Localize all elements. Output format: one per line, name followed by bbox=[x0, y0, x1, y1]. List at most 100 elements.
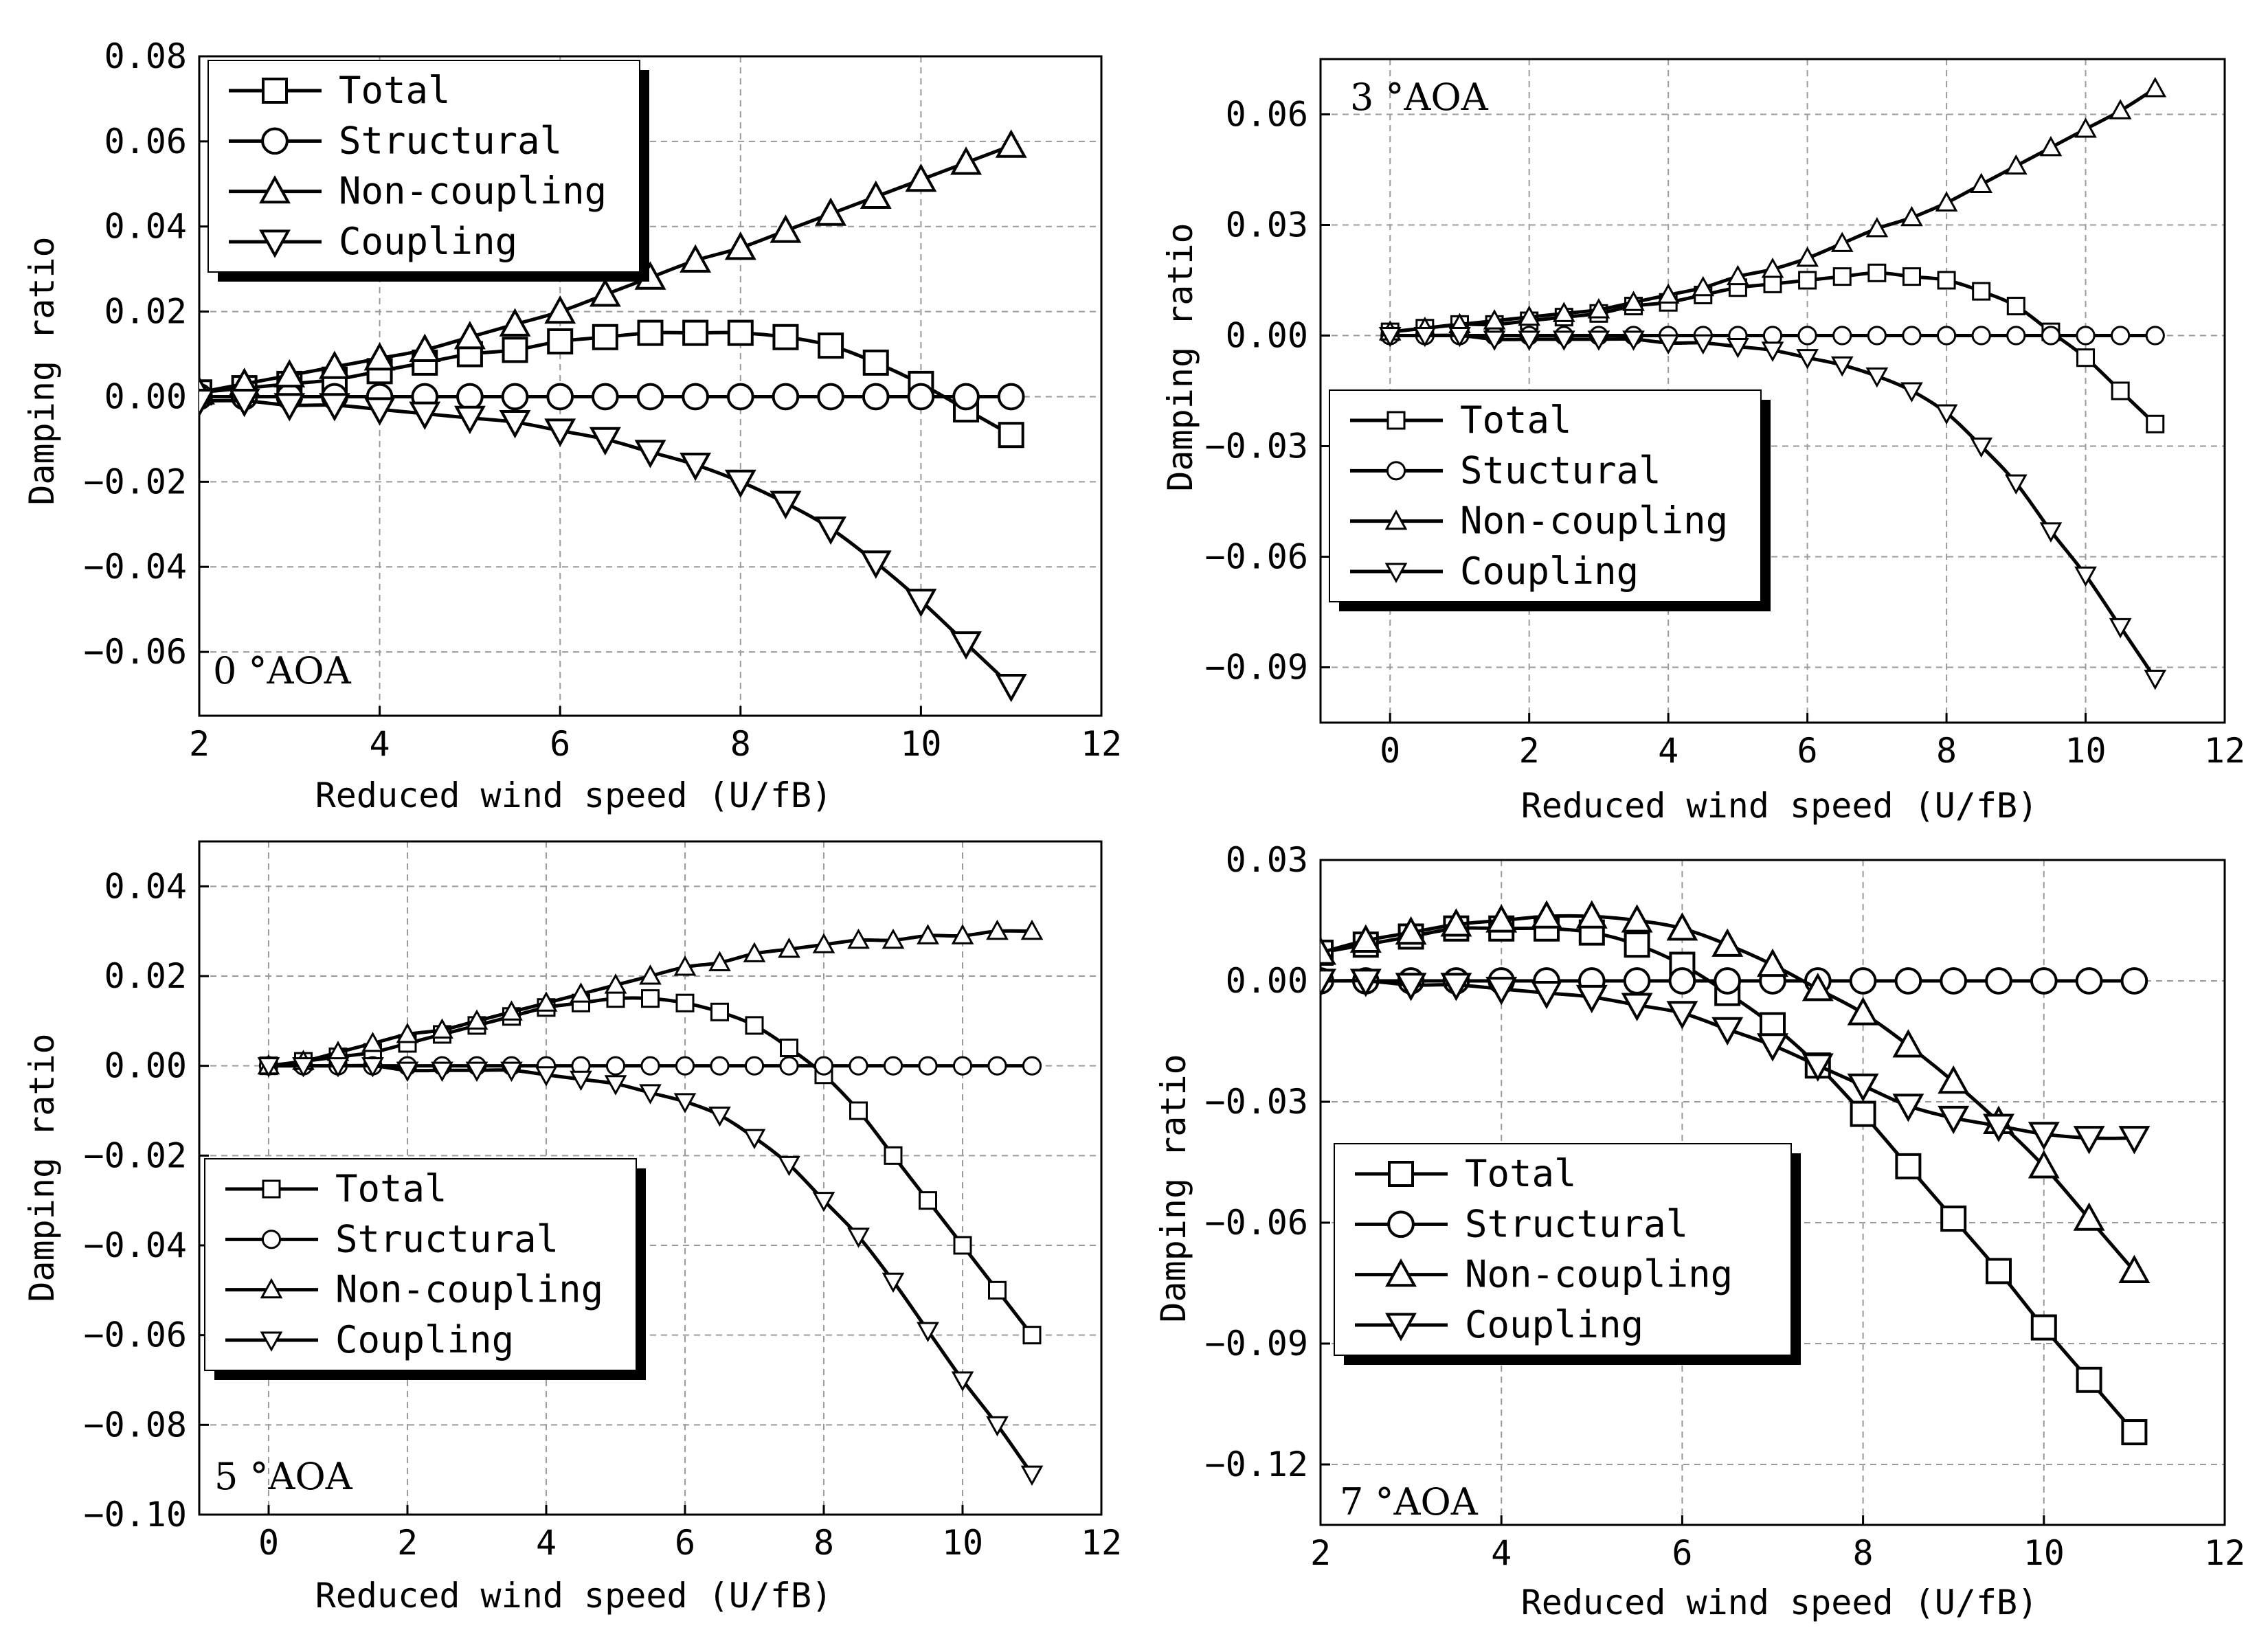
data-point-non-coupling bbox=[1692, 275, 1715, 297]
data-point-non-coupling bbox=[500, 1000, 523, 1021]
legend-marker bbox=[260, 1278, 283, 1299]
data-point-stuctural bbox=[2076, 326, 2096, 346]
legend: Total Structural Non-coupling Coupling bbox=[207, 60, 649, 282]
data-point-coupling bbox=[1900, 382, 1923, 403]
series-group bbox=[257, 919, 1044, 1486]
data-point-coupling bbox=[1692, 334, 1715, 355]
data-point-coupling bbox=[1622, 330, 1645, 351]
data-point-non-coupling bbox=[1801, 973, 1834, 1001]
panel-label: 7 °AOA bbox=[1340, 1480, 1479, 1524]
data-point-coupling bbox=[1865, 367, 1889, 388]
x-tick-label: 12 bbox=[2204, 731, 2245, 771]
legend: Total Structural Non-coupling Coupling bbox=[1334, 1143, 1801, 1365]
data-point-coupling bbox=[1448, 326, 1471, 348]
axes-frame bbox=[1319, 58, 2226, 724]
data-point-total bbox=[862, 349, 889, 376]
data-point-coupling bbox=[1711, 1017, 1744, 1046]
data-point-structural bbox=[710, 1056, 730, 1076]
y-tick-label: 0.00 bbox=[1226, 961, 1308, 1001]
x-tick-label: 2 bbox=[189, 724, 210, 764]
data-point-non-coupling bbox=[1321, 936, 1336, 965]
data-point-coupling bbox=[1395, 973, 1427, 1001]
data-point-non-coupling bbox=[815, 197, 847, 226]
data-point-total bbox=[727, 319, 754, 346]
x-tick-label: 0 bbox=[1380, 731, 1400, 771]
series-group bbox=[199, 129, 1027, 703]
legend-label: Coupling bbox=[1460, 550, 1639, 593]
axes-frame bbox=[1319, 859, 2226, 1526]
data-point-coupling bbox=[1761, 341, 1784, 362]
y-tick-label: −0.06 bbox=[83, 632, 187, 672]
data-point-coupling bbox=[2028, 1122, 2060, 1151]
legend-marker bbox=[1386, 461, 1406, 481]
data-point-coupling bbox=[273, 393, 306, 422]
data-point-total bbox=[1763, 274, 1782, 293]
data-point-coupling bbox=[1935, 404, 1958, 425]
data-point-non-coupling bbox=[396, 1023, 419, 1043]
data-point-total bbox=[1624, 931, 1650, 958]
data-point-coupling bbox=[860, 550, 892, 579]
data-point-structural bbox=[1894, 967, 1922, 995]
data-point-structural bbox=[675, 1056, 695, 1076]
data-point-structural bbox=[883, 1056, 903, 1076]
y-tick-label: −0.02 bbox=[83, 1135, 187, 1175]
data-point-total bbox=[1798, 271, 1817, 290]
data-point-non-coupling bbox=[2039, 135, 2063, 157]
data-point-non-coupling bbox=[1621, 904, 1653, 933]
legend-label: Coupling bbox=[1465, 1303, 1643, 1346]
data-point-coupling bbox=[1801, 1053, 1834, 1082]
y-tick-label: −0.09 bbox=[1204, 1324, 1308, 1363]
data-point-structural bbox=[2030, 967, 2058, 995]
data-point-structural bbox=[1985, 967, 2012, 995]
y-tick-label: 0.06 bbox=[1226, 95, 1308, 135]
data-point-coupling bbox=[1575, 984, 1608, 1014]
legend-marker bbox=[260, 1331, 283, 1352]
y-tick-label: −0.04 bbox=[83, 1225, 187, 1265]
data-point-non-coupling bbox=[1666, 912, 1698, 941]
data-point-total bbox=[745, 1016, 764, 1035]
data-point-coupling bbox=[396, 1061, 419, 1083]
data-point-structural bbox=[501, 383, 529, 411]
x-tick-label: 8 bbox=[1936, 731, 1957, 771]
data-point-non-coupling bbox=[1483, 309, 1506, 330]
data-point-non-coupling bbox=[499, 308, 531, 337]
data-point-non-coupling bbox=[639, 964, 662, 985]
data-point-structural bbox=[779, 1056, 799, 1076]
data-point-non-coupling bbox=[1518, 305, 1541, 326]
data-point-stuctural bbox=[2006, 326, 2026, 346]
data-point-coupling bbox=[951, 1371, 974, 1392]
data-point-total bbox=[1895, 1153, 1922, 1179]
legend-label: Structural bbox=[1465, 1202, 1688, 1245]
data-point-non-coupling bbox=[1727, 264, 1749, 286]
data-point-structural bbox=[682, 383, 710, 411]
data-point-non-coupling bbox=[680, 244, 712, 273]
data-point-structural bbox=[952, 1056, 973, 1076]
data-point-non-coupling bbox=[986, 919, 1009, 940]
data-point-total bbox=[1972, 282, 1991, 301]
x-tick-label: 2 bbox=[1310, 1533, 1331, 1573]
data-point-structural bbox=[1849, 967, 1877, 995]
data-point-stuctural bbox=[1936, 326, 1957, 346]
data-point-structural bbox=[1940, 967, 1968, 995]
data-point-non-coupling bbox=[465, 1009, 489, 1030]
panel-label: 0 °AOA bbox=[213, 649, 352, 692]
data-point-coupling bbox=[1847, 1073, 1879, 1102]
data-point-non-coupling bbox=[1020, 919, 1044, 940]
legend-marker bbox=[259, 229, 291, 258]
x-tick-label: 10 bbox=[2065, 731, 2106, 771]
legend-marker bbox=[1384, 563, 1408, 583]
data-point-coupling bbox=[228, 389, 260, 418]
data-point-non-coupling bbox=[812, 933, 835, 953]
data-point-non-coupling bbox=[570, 982, 592, 1003]
data-point-non-coupling bbox=[1865, 216, 1889, 238]
legend-label: Total bbox=[335, 1167, 447, 1210]
data-point-non-coupling bbox=[604, 973, 627, 994]
data-point-structural bbox=[813, 1056, 834, 1076]
legend-marker bbox=[262, 78, 288, 104]
data-point-coupling bbox=[1378, 326, 1402, 348]
data-point-non-coupling bbox=[1575, 900, 1608, 929]
legend-marker bbox=[261, 1230, 282, 1249]
data-point-structural bbox=[1022, 1056, 1042, 1076]
data-point-coupling bbox=[882, 1272, 905, 1293]
data-point-coupling bbox=[544, 418, 576, 447]
